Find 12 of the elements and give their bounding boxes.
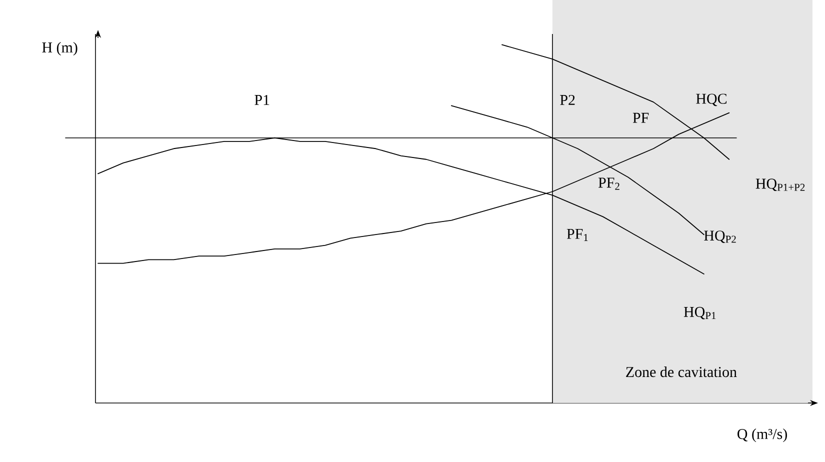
text: HQ$_{P1+P2}$ — [756, 178, 805, 191]
annotation: P2 — [560, 94, 575, 105]
y-axis-title: H (m) — [42, 42, 78, 56]
text: HQ$_{P1}$ — [684, 306, 716, 320]
annotation: P1 — [254, 94, 270, 105]
series-label: HQ$_{P2}$ — [704, 230, 736, 243]
annotation: PF — [632, 112, 649, 123]
annotation: PF$_{2}$ — [598, 178, 620, 190]
annotation: Zone de cavitation — [626, 366, 737, 378]
series-label: HQC — [696, 94, 726, 106]
x-axis-title: Q (m³/s) — [738, 428, 787, 442]
annotation: PF$_{1}$ — [566, 228, 588, 241]
